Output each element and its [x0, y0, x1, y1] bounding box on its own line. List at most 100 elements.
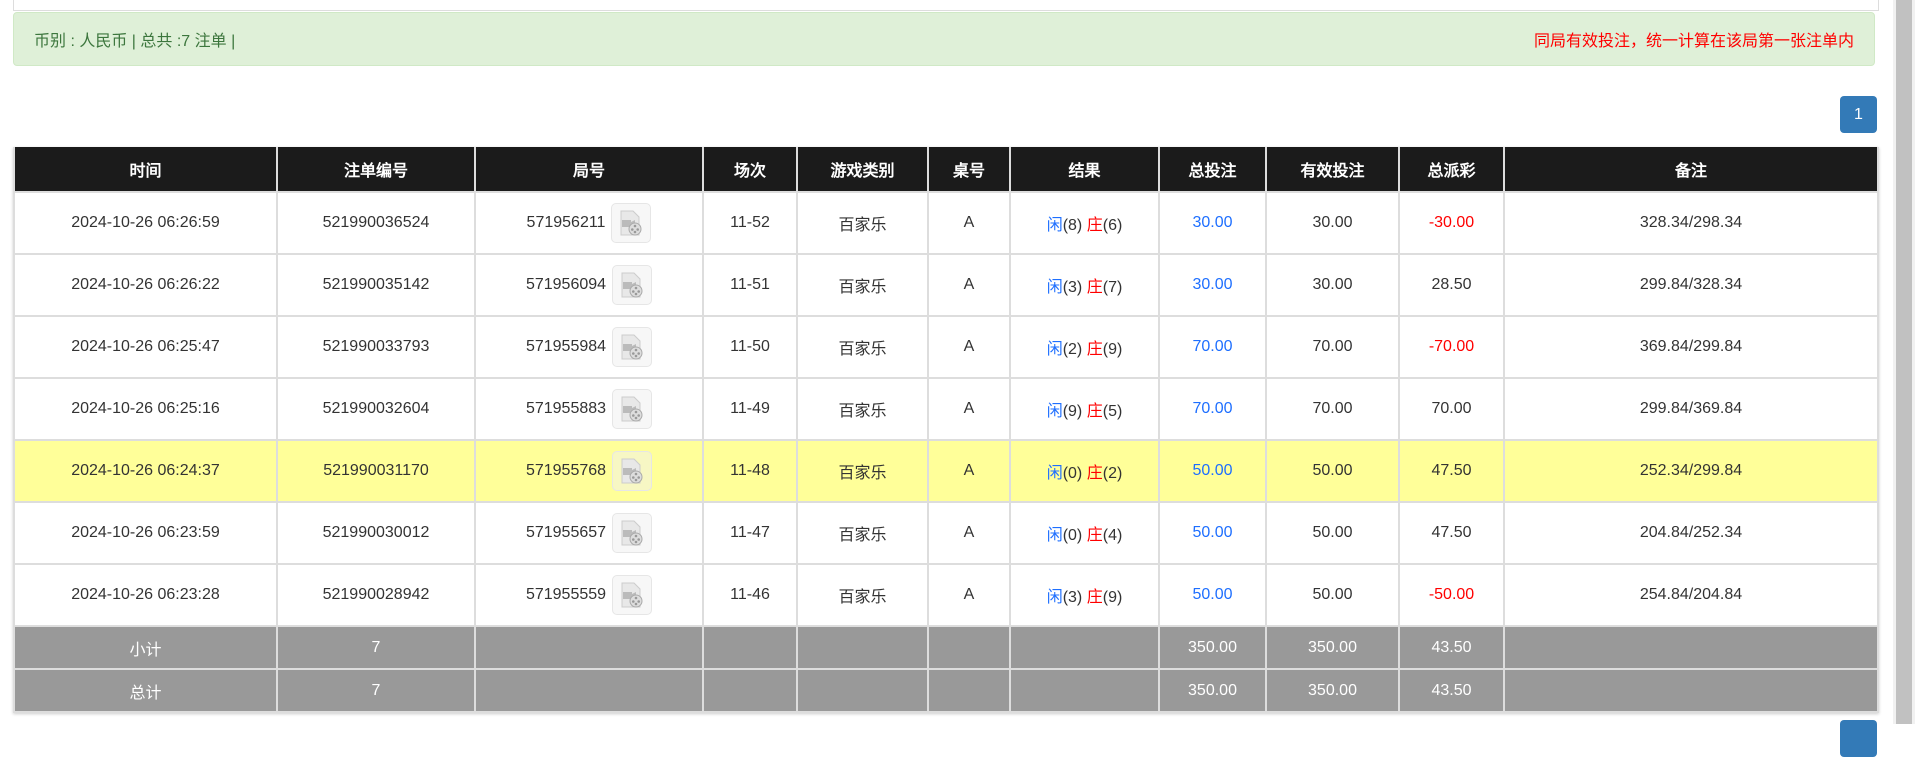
cell-valid-bet: 50.00 — [1265, 439, 1400, 503]
cell-time: 2024-10-26 06:26:59 — [13, 191, 278, 255]
cell-result: 闲(2) 庄(9) — [1009, 315, 1160, 379]
cell-payout: 70.00 — [1398, 377, 1505, 441]
video-replay-icon[interactable] — [612, 389, 653, 429]
cell-round: 571955657 — [474, 501, 704, 565]
cell-bet-id: 521990035142 — [276, 253, 476, 317]
cell-time: 2024-10-26 06:25:47 — [13, 315, 278, 379]
cell-bet-id: 521990030012 — [276, 501, 476, 565]
sum-total-bet: 350.00 — [1158, 625, 1267, 670]
sum-valid-bet: 350.00 — [1265, 668, 1400, 713]
header-round: 局号 — [474, 147, 704, 193]
video-replay-icon[interactable] — [612, 265, 653, 305]
cell-round: 571956211 — [474, 191, 704, 255]
video-replay-icon[interactable] — [612, 327, 653, 367]
cell-game-type: 百家乐 — [796, 439, 929, 503]
cell-game-type: 百家乐 — [796, 377, 929, 441]
cell-shoe: 11-52 — [702, 191, 798, 255]
cell-round: 571955559 — [474, 563, 704, 627]
round-number: 571956211 — [526, 214, 606, 232]
player-label: 闲 — [1046, 279, 1063, 296]
cell-valid-bet: 70.00 — [1265, 315, 1400, 379]
banker-score: (4) — [1102, 527, 1123, 544]
cell-round: 571955984 — [474, 315, 704, 379]
empty-cell — [702, 668, 798, 713]
round-number: 571956094 — [525, 276, 607, 294]
cell-total-bet: 50.00 — [1158, 439, 1267, 503]
player-score: (0) — [1062, 527, 1083, 544]
page-1-button[interactable]: 1 — [1840, 96, 1877, 133]
banker-score: (9) — [1102, 341, 1123, 358]
player-score: (2) — [1062, 341, 1083, 358]
cell-result: 闲(3) 庄(7) — [1009, 253, 1160, 317]
header-table-no: 桌号 — [927, 147, 1011, 193]
cell-payout: 47.50 — [1398, 439, 1505, 503]
scrollbar-thumb[interactable] — [1896, 0, 1912, 724]
cell-valid-bet: 50.00 — [1265, 563, 1400, 627]
summary-info: 币别 : 人民币 | 总共 :7 注单 | — [34, 33, 236, 50]
cell-valid-bet: 70.00 — [1265, 377, 1400, 441]
banker-score: (7) — [1102, 279, 1123, 296]
round-number: 571955657 — [525, 524, 607, 542]
cell-shoe: 11-48 — [702, 439, 798, 503]
cell-result: 闲(0) 庄(4) — [1009, 501, 1160, 565]
banker-label: 庄 — [1086, 465, 1103, 482]
cell-round: 571955883 — [474, 377, 704, 441]
banker-score: (9) — [1102, 589, 1123, 606]
sum-count: 7 — [276, 625, 476, 670]
cell-time: 2024-10-26 06:23:28 — [13, 563, 278, 627]
cell-bet-id: 521990031170 — [276, 439, 476, 503]
header-time: 时间 — [13, 147, 278, 193]
empty-cell — [1009, 625, 1160, 670]
sum-label: 小计 — [13, 625, 278, 670]
cell-time: 2024-10-26 06:23:59 — [13, 501, 278, 565]
table-row: 2024-10-26 06:24:37 521990031170 571955768… — [13, 439, 1879, 503]
header-payout: 总派彩 — [1398, 147, 1505, 193]
cell-shoe: 11-47 — [702, 501, 798, 565]
cell-shoe: 11-49 — [702, 377, 798, 441]
cell-note: 299.84/328.34 — [1503, 253, 1879, 317]
cell-total-bet: 70.00 — [1158, 377, 1267, 441]
table-row: 2024-10-26 06:25:47 521990033793 571955984… — [13, 315, 1879, 379]
cell-note: 254.84/204.84 — [1503, 563, 1879, 627]
player-score: (3) — [1062, 279, 1083, 296]
cell-note: 299.84/369.84 — [1503, 377, 1879, 441]
cell-payout: -70.00 — [1398, 315, 1505, 379]
cell-game-type: 百家乐 — [796, 191, 929, 255]
cell-table-no: A — [927, 563, 1011, 627]
cell-total-bet: 50.00 — [1158, 563, 1267, 627]
sum-payout: 43.50 — [1398, 668, 1505, 713]
sum-label: 总计 — [13, 668, 278, 713]
table-row: 2024-10-26 06:23:59 521990030012 571955657… — [13, 501, 1879, 565]
empty-cell — [1503, 668, 1879, 713]
cell-time: 2024-10-26 06:25:16 — [13, 377, 278, 441]
video-replay-icon[interactable] — [612, 575, 653, 615]
video-replay-icon[interactable] — [612, 451, 653, 491]
cell-result: 闲(9) 庄(5) — [1009, 377, 1160, 441]
cell-shoe: 11-50 — [702, 315, 798, 379]
banker-label: 庄 — [1086, 217, 1103, 234]
cell-result: 闲(0) 庄(2) — [1009, 439, 1160, 503]
player-label: 闲 — [1046, 341, 1063, 358]
cell-note: 252.34/299.84 — [1503, 439, 1879, 503]
video-replay-icon[interactable] — [612, 513, 653, 553]
header-valid-bet: 有效投注 — [1265, 147, 1400, 193]
player-score: (0) — [1062, 465, 1083, 482]
round-number: 571955768 — [525, 462, 607, 480]
header-total-bet: 总投注 — [1158, 147, 1267, 193]
player-label: 闲 — [1046, 217, 1063, 234]
cell-table-no: A — [927, 191, 1011, 255]
header-game-type: 游戏类别 — [796, 147, 929, 193]
cell-table-no: A — [927, 315, 1011, 379]
player-score: (3) — [1062, 589, 1083, 606]
bottom-page-button[interactable] — [1840, 720, 1877, 757]
vertical-scrollbar[interactable] — [1893, 0, 1915, 724]
empty-cell — [702, 625, 798, 670]
sum-valid-bet: 350.00 — [1265, 625, 1400, 670]
summary-notice: 同局有效投注，统一计算在该局第一张注单内 — [1533, 33, 1854, 50]
cell-payout: -30.00 — [1398, 191, 1505, 255]
video-replay-icon[interactable] — [611, 203, 652, 243]
cell-shoe: 11-51 — [702, 253, 798, 317]
banker-score: (6) — [1102, 217, 1123, 234]
cell-valid-bet: 30.00 — [1265, 191, 1400, 255]
header-note: 备注 — [1503, 147, 1879, 193]
